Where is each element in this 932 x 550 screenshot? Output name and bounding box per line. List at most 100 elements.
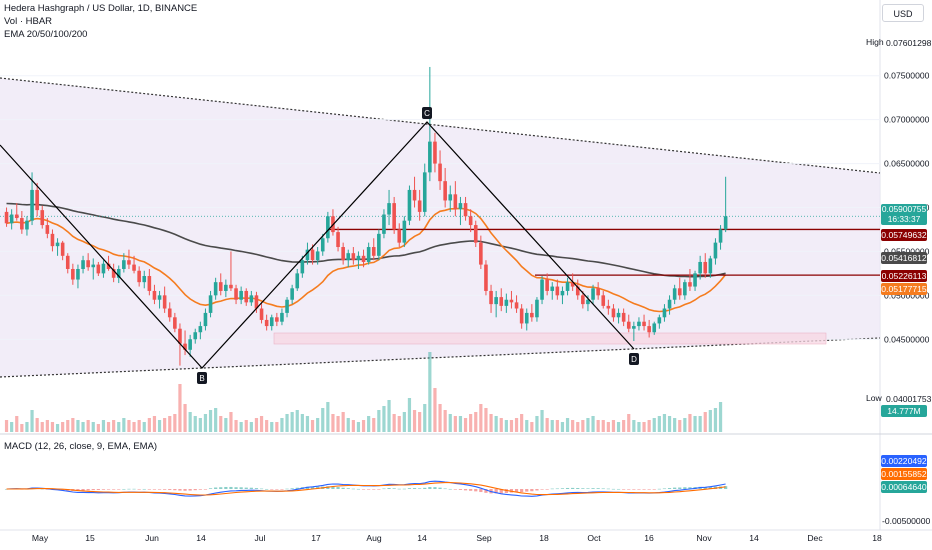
wedge-area	[0, 78, 880, 377]
macd-histogram-bar	[336, 487, 340, 489]
pattern-point-c-label: C	[424, 109, 430, 118]
macd-histogram-bar	[203, 489, 208, 490]
macd-histogram-bar	[387, 488, 391, 489]
macd-histogram-bar	[275, 489, 279, 490]
candle-body	[382, 214, 386, 234]
macd-histogram-bar	[667, 488, 672, 489]
volume-bar	[652, 418, 656, 432]
macd-histogram-bar	[499, 489, 503, 494]
candle-body	[86, 260, 90, 268]
candle-body	[127, 260, 131, 265]
volume-bar	[438, 404, 442, 432]
candle-body	[259, 308, 264, 320]
macd-histogram-bar	[285, 488, 289, 490]
candle-body	[336, 232, 340, 248]
candle-body	[249, 295, 254, 303]
wedge-lower-line	[0, 337, 881, 378]
candle-body	[198, 326, 203, 333]
volume-bar	[392, 414, 396, 432]
volume-bar	[387, 400, 391, 432]
volume-bar	[290, 412, 294, 432]
macd-histogram-bar	[703, 487, 707, 489]
macd-histogram-bar	[86, 489, 90, 491]
macd-histogram-bar	[310, 486, 315, 489]
x-tick-label: Nov	[696, 533, 712, 543]
volume-bar	[326, 402, 330, 432]
volume-bar	[305, 416, 310, 432]
candle-body	[295, 273, 300, 289]
volume-bar	[96, 424, 100, 432]
volume-bar	[616, 422, 621, 432]
volume-bar	[259, 416, 264, 432]
volume-bar	[418, 412, 422, 432]
macd-histogram-bar	[611, 488, 616, 490]
volume-bar	[280, 418, 284, 432]
volume-bar	[484, 408, 488, 432]
volume-bar	[66, 420, 70, 432]
volume-bar	[20, 424, 24, 432]
macd-histogram-bar	[351, 488, 355, 490]
macd-histogram-bar	[601, 488, 605, 490]
x-tick-label: 14	[417, 533, 427, 543]
volume-bar	[300, 414, 304, 432]
volume-bar	[244, 420, 248, 432]
macd-histogram-bar	[535, 489, 539, 491]
candle-body	[167, 308, 172, 318]
low-value: 0.04001753	[886, 394, 932, 404]
candle-body	[535, 299, 539, 318]
candle-body	[40, 210, 45, 226]
candle-body	[723, 216, 728, 230]
macd-histogram-bar	[163, 489, 167, 490]
candle-body	[575, 286, 580, 296]
candle-body	[356, 255, 361, 261]
macd-histogram-bar	[132, 488, 136, 490]
macd-histogram-bar	[168, 489, 172, 490]
candle-body	[371, 247, 376, 256]
volume-bar	[132, 422, 136, 432]
macd-histogram-bar	[178, 489, 182, 491]
volume-bar	[433, 388, 437, 432]
macd-histogram-bar	[637, 489, 641, 490]
candle-body	[20, 218, 24, 230]
candle-body	[428, 141, 432, 173]
macd-histogram-bar	[622, 489, 626, 490]
macd-histogram-bar	[382, 488, 386, 490]
volume-bar	[596, 420, 600, 432]
candle-body	[698, 261, 702, 274]
candle-body	[632, 326, 636, 329]
candle-body	[213, 282, 218, 296]
macd-histogram-bar	[91, 489, 95, 491]
candle-body	[555, 286, 560, 296]
candle-body	[443, 181, 447, 201]
candle-body	[417, 200, 422, 212]
volume-bar	[657, 416, 661, 432]
volume-bar	[489, 414, 493, 432]
volume-bar	[693, 416, 697, 432]
currency-button[interactable]: USD	[882, 4, 924, 22]
macd-histogram-bar	[392, 488, 396, 489]
candle-body	[203, 312, 208, 327]
volume-bar	[407, 398, 412, 432]
volume-bar	[703, 412, 707, 432]
macd-histogram-bar	[606, 488, 610, 490]
volume-bar	[525, 420, 529, 432]
macd-histogram-bar	[484, 489, 488, 493]
volume-bar	[591, 416, 595, 432]
candle-body	[280, 312, 284, 322]
macd-histogram-bar	[402, 488, 406, 490]
volume-bar	[203, 414, 208, 432]
volume-bar	[137, 420, 141, 432]
macd-value-label: 0.00220492	[881, 455, 927, 467]
volume-bar	[647, 420, 651, 432]
y-tick-label: 0.05000000	[884, 290, 930, 300]
macd-histogram-bar	[127, 488, 131, 490]
volume-bar	[295, 410, 299, 432]
macd-histogram-bar	[290, 488, 294, 489]
candle-body	[468, 216, 473, 226]
volume-bar	[637, 422, 641, 432]
volume-bar	[402, 412, 406, 432]
candle-body	[147, 276, 152, 291]
candle-body	[688, 282, 692, 287]
resistance-lower-label: 0.05226113	[881, 270, 927, 282]
y-tick-label: 0.04500000	[884, 334, 930, 344]
